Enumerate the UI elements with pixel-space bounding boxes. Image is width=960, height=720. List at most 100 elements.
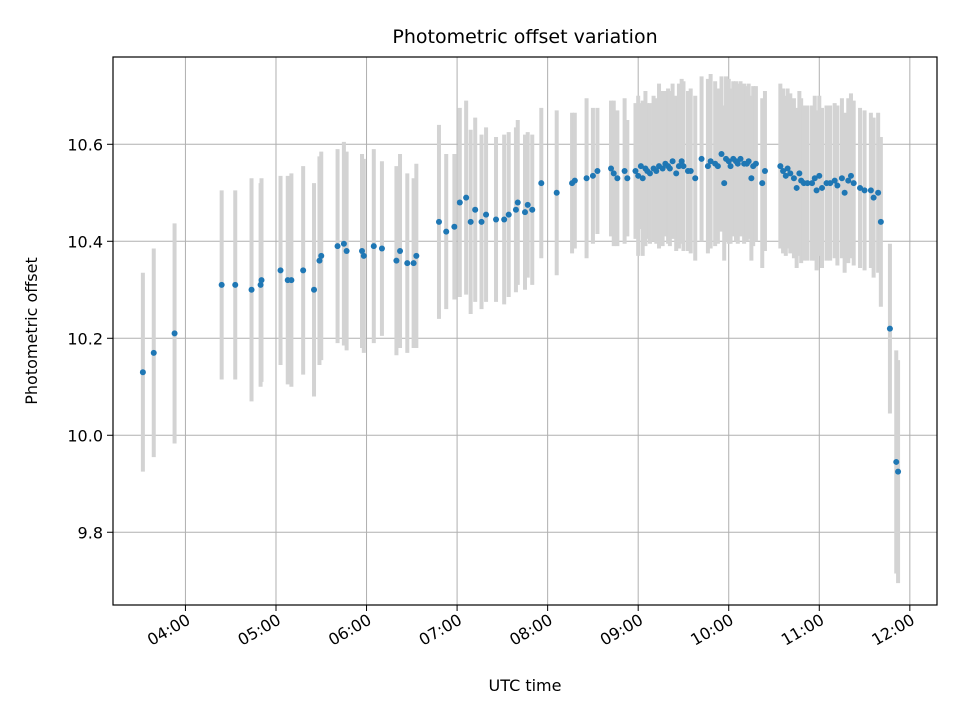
data-point [819,184,826,191]
data-point [678,158,685,165]
data-point [614,175,621,182]
data-point [834,182,841,189]
data-point [288,277,295,284]
data-point [150,349,157,356]
x-tick-label: 08:00 [506,610,555,650]
data-point [857,184,864,191]
data-point [796,170,803,177]
data-point [787,170,794,177]
data-point [867,187,874,194]
data-point [522,209,528,216]
data-point [529,206,536,213]
data-point [553,189,560,196]
data-point [404,260,411,267]
data-point [512,206,519,213]
data-point [861,187,868,194]
error-bars [140,73,901,584]
data-point [782,172,789,179]
y-tick-label: 10.6 [67,135,103,154]
x-tick-label: 07:00 [416,610,465,650]
data-point [413,252,420,259]
data-point [639,175,646,182]
data-point [870,194,877,201]
data-point [483,211,490,218]
data-point [737,155,744,162]
data-point [809,180,816,187]
data-point [456,199,463,206]
data-point [218,281,225,288]
data-point [505,211,512,218]
data-point [316,257,323,264]
data-point [745,158,752,165]
data-point [721,180,728,187]
x-tick-label: 11:00 [778,610,827,650]
data-point [653,167,660,174]
data-point [478,218,485,225]
data-point [232,281,239,288]
x-axis-label: UTC time [489,676,562,695]
data-point [666,165,673,172]
x-tick-label: 05:00 [235,610,284,650]
y-tick-label: 9.8 [78,523,103,542]
data-point [777,163,784,170]
data-point [257,281,264,288]
x-tick-label: 10:00 [687,610,736,650]
data-point [895,468,902,475]
data-point [793,184,800,191]
data-point [624,175,631,182]
data-point [886,325,893,332]
data-point [838,175,845,182]
y-axis-label: Photometric offset [22,257,41,405]
y-tick-label: 10.4 [67,232,103,251]
data-point [472,206,479,213]
data-point [277,267,284,274]
data-point [171,330,178,337]
data-point [463,194,470,201]
data-point [621,167,628,174]
data-point [813,187,820,194]
data-point [646,170,653,177]
data-point [704,163,711,170]
data-point [752,160,759,167]
data-point [698,155,705,162]
data-point [139,369,146,376]
data-point [687,167,694,174]
data-point [248,286,255,293]
data-point [780,167,787,174]
data-point [410,260,417,267]
data-point [845,177,852,184]
data-point [692,175,699,182]
data-point [334,243,341,250]
data-point [637,163,644,170]
x-axis: 04:00 05:00 06:00 07:00 08:00 09:00 10:00 11:00… [144,605,918,650]
data-point [538,180,545,187]
data-point [360,252,367,259]
data-point [759,180,766,187]
data-point [811,175,818,182]
data-point [714,163,721,170]
plot-frame [112,56,938,606]
data-point [397,247,404,254]
x-tick-label: 12:00 [868,610,917,650]
data-point [827,180,834,187]
data-point [804,180,811,187]
data-point [718,150,725,157]
data-point [589,172,596,179]
data-point [467,218,474,225]
data-point [378,245,385,252]
data-point [790,175,797,182]
data-point [524,201,531,208]
data-point [393,257,400,264]
data-point [875,189,882,196]
y-tick-label: 10.0 [67,426,103,445]
x-tick-label: 04:00 [144,610,193,650]
data-point [841,189,848,196]
data-point [443,228,450,235]
data-point [635,172,642,179]
data-point [258,277,265,284]
data-point [831,177,838,184]
data-point [610,170,617,177]
data-point [359,247,366,254]
